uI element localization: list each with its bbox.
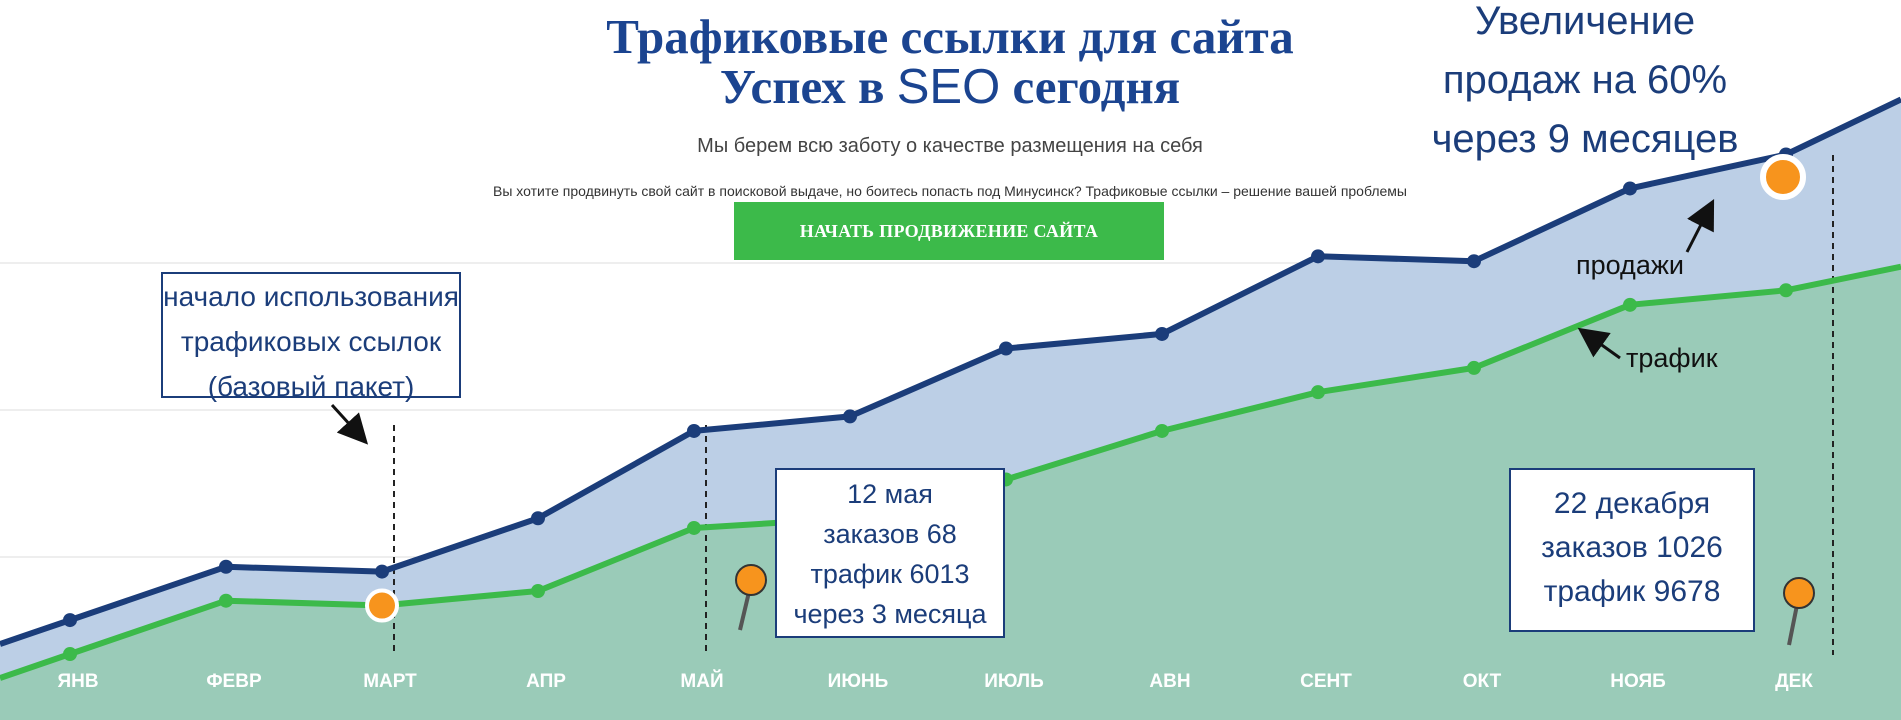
heading-part: Успех в xyxy=(719,59,897,114)
heading-seo: SEO xyxy=(896,60,1001,114)
box-line: заказов 1026 xyxy=(1541,531,1723,564)
x-axis-label: ОКТ xyxy=(1463,671,1502,692)
highlight-markers xyxy=(365,154,1815,646)
hero-subtitle: Мы берем всю заботу о качестве размещени… xyxy=(697,135,1203,157)
start-annotation-box: начало использования трафиковых ссылок (… xyxy=(161,272,461,402)
traffic-point xyxy=(1779,283,1793,298)
may-stats-box: 12 мая заказов 68 трафик 6013 через 3 ме… xyxy=(775,468,1005,638)
x-axis-label: ДЕК xyxy=(1775,671,1813,692)
box-line: заказов 68 xyxy=(823,519,957,549)
box-line: (базовый пакет) xyxy=(207,371,415,402)
box-line: 12 мая xyxy=(847,479,933,509)
growth-note-line: Увеличение xyxy=(1474,0,1696,43)
annotation-arrow xyxy=(1685,198,1715,253)
sales-line xyxy=(0,96,1901,647)
x-axis-label: МАЙ xyxy=(680,670,723,692)
march-marker xyxy=(365,588,399,623)
traffic-point xyxy=(219,593,233,608)
traffic-point xyxy=(1467,360,1481,375)
pin-head xyxy=(735,564,767,596)
x-axis-label: АВН xyxy=(1149,671,1190,692)
sales-point xyxy=(63,613,77,628)
sales-point xyxy=(999,341,1013,356)
x-axis-label: НОЯБ xyxy=(1610,671,1666,692)
x-axis-label: ИЮЛЬ xyxy=(984,671,1044,692)
sales-point xyxy=(843,409,857,424)
traffic-point xyxy=(531,584,545,598)
sales-point xyxy=(1311,249,1325,264)
box-line: через 3 месяца xyxy=(793,599,987,629)
page-subtitle-heading: Успех в SEO сегодня xyxy=(560,58,1340,116)
peak-marker xyxy=(1760,154,1806,200)
growth-note-line: через 9 месяцев xyxy=(1431,117,1739,161)
traffic-point xyxy=(1311,385,1325,400)
sales-point xyxy=(531,511,545,526)
sales-point xyxy=(219,559,233,574)
start-promotion-button[interactable]: НАЧАТЬ ПРОДВИЖЕНИЕ САЙТА xyxy=(734,202,1164,260)
x-axis-labels: ЯНВ ФЕВР МАРТ АПР МАЙ ИЮНЬ ИЮЛЬ АВН СЕНТ ОКТ НОЯБ Д… xyxy=(57,670,1813,692)
annotation-arrow xyxy=(1577,327,1621,360)
sales-point xyxy=(375,564,389,579)
x-axis-label: МАРТ xyxy=(363,671,417,692)
x-axis-label: СЕНТ xyxy=(1300,671,1352,692)
sales-point xyxy=(1623,181,1637,196)
traffic-point xyxy=(1155,423,1169,438)
box-line: трафик 9678 xyxy=(1543,575,1721,608)
hero-lead-text: Вы хотите продвинуть свой сайт в поисков… xyxy=(493,183,1407,199)
sales-series-label: продажи xyxy=(1576,250,1684,280)
x-axis-label: ЯНВ xyxy=(57,671,98,692)
traffic-series-label: трафик xyxy=(1626,343,1718,373)
growth-note-line: продаж на 60% xyxy=(1442,58,1728,102)
sales-point xyxy=(687,423,701,438)
traffic-point xyxy=(63,647,77,662)
x-axis-label: ИЮНЬ xyxy=(828,671,889,692)
traffic-point xyxy=(687,520,701,535)
pin-needle xyxy=(738,591,751,631)
box-line: трафик 6013 xyxy=(810,559,970,589)
pin-head xyxy=(1783,577,1815,609)
x-axis-label: АПР xyxy=(526,671,566,692)
heading-part: сегодня xyxy=(1000,59,1181,114)
annotation-arrow xyxy=(330,403,369,445)
sales-point xyxy=(1155,326,1169,341)
pin-needle xyxy=(1787,604,1799,646)
box-line: 22 декабря xyxy=(1553,487,1711,520)
box-line: начало использования xyxy=(163,281,459,312)
page-title: Трафиковые ссылки для сайта xyxy=(606,9,1294,64)
sales-point xyxy=(1467,254,1481,269)
box-line: трафиковых ссылок xyxy=(180,326,442,357)
traffic-point xyxy=(1623,297,1637,312)
december-stats-box: 22 декабря заказов 1026 трафик 9678 xyxy=(1509,468,1755,632)
x-axis-label: ФЕВР xyxy=(206,671,262,692)
annotation-arrows xyxy=(330,198,1715,445)
